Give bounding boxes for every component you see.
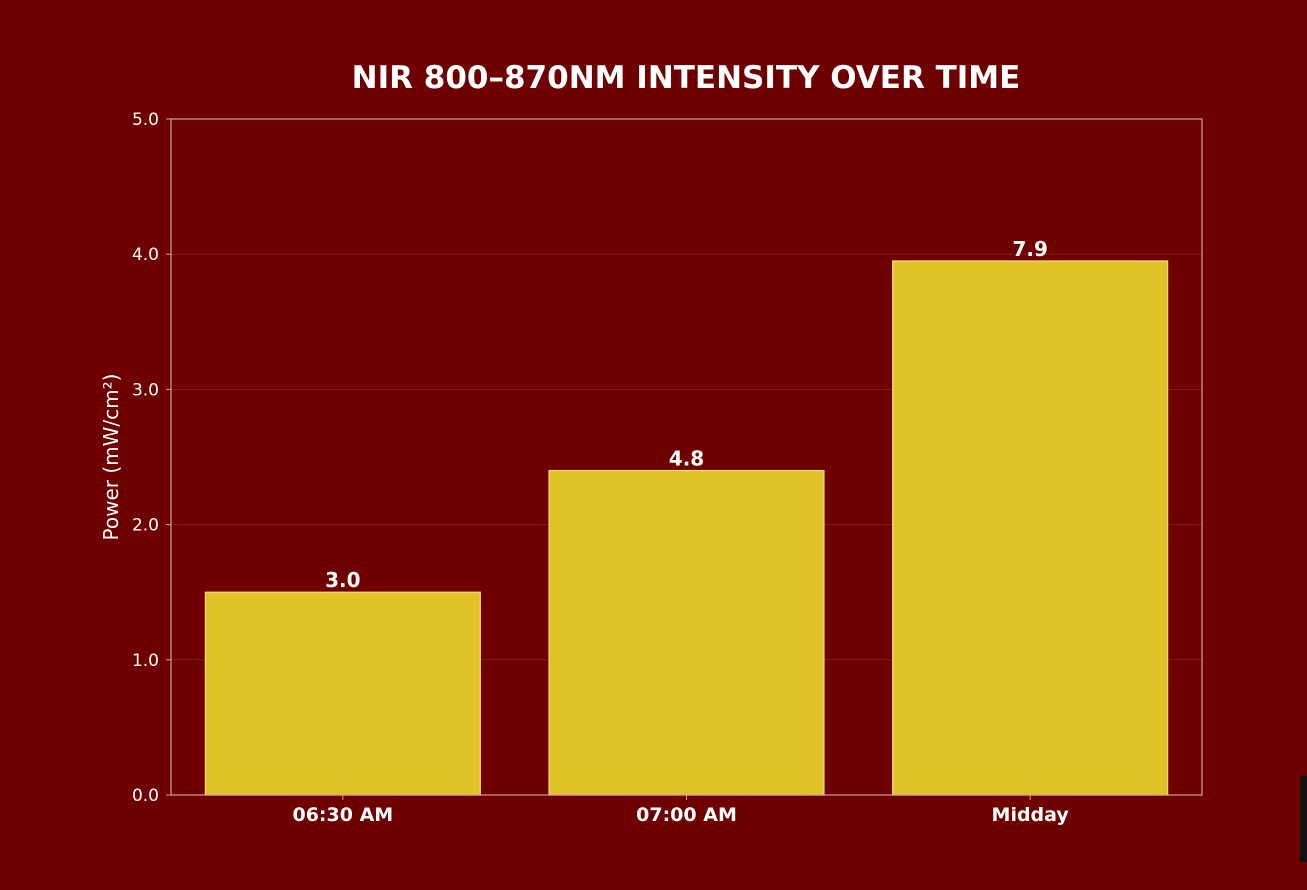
bars	[204, 260, 1169, 796]
bar	[892, 260, 1169, 796]
x-tick-label: 06:30 AM	[292, 804, 393, 826]
data-labels: 3.0 4.8 7.9	[325, 237, 1048, 592]
y-tick-label: 4.0	[132, 245, 159, 265]
bar	[548, 469, 825, 796]
y-tick-label: 5.0	[132, 110, 159, 130]
y-tick-label: 3.0	[132, 380, 159, 400]
y-tick-label: 2.0	[132, 516, 159, 536]
bar-value-label: 3.0	[325, 568, 360, 592]
bar-value-label: 4.8	[669, 447, 704, 471]
bar-value-label: 7.9	[1012, 237, 1047, 261]
y-axis-label: Power (mW/cm²)	[99, 374, 123, 541]
chart-title: NIR 800–870NM INTENSITY OVER TIME	[352, 60, 1021, 96]
x-tick-label: Midday	[992, 804, 1070, 826]
edge-overlay	[1300, 776, 1307, 862]
x-tick-labels: 06:30 AM 07:00 AM Midday	[292, 795, 1069, 826]
bar	[204, 591, 481, 796]
x-tick-label: 07:00 AM	[636, 804, 737, 826]
y-tick-label: 1.0	[132, 651, 159, 671]
y-ticks: 0.0 1.0 2.0 3.0 4.0 5.0	[132, 110, 171, 806]
y-tick-label: 0.0	[132, 786, 159, 806]
